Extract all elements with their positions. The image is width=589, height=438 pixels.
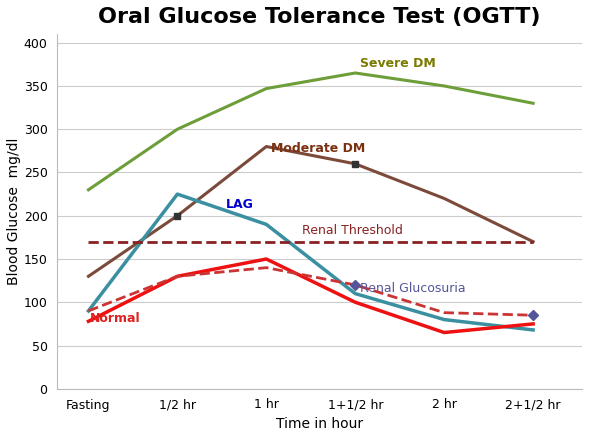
X-axis label: Time in hour: Time in hour [276,417,363,431]
Text: LAG: LAG [226,198,254,212]
Y-axis label: Blood Glucose  mg/dl: Blood Glucose mg/dl [7,138,21,285]
Text: Severe DM: Severe DM [360,57,435,71]
Text: Moderate DM: Moderate DM [271,142,365,155]
Title: Oral Glucose Tolerance Test (OGTT): Oral Glucose Tolerance Test (OGTT) [98,7,541,27]
Text: Renal Threshold: Renal Threshold [302,224,403,237]
Text: Renal Glucosuria: Renal Glucosuria [360,283,465,295]
Text: Normal: Normal [90,312,141,325]
